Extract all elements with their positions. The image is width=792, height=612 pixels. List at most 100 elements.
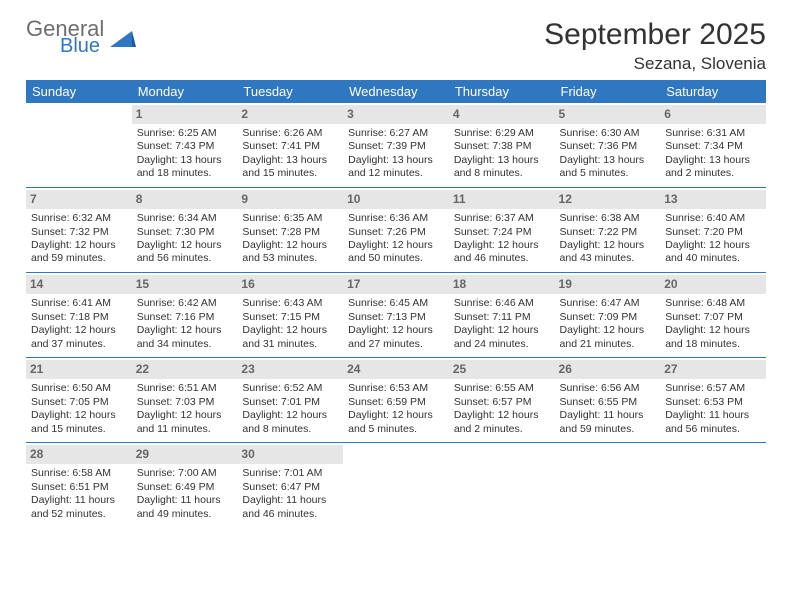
sunset-line: Sunset: 7:28 PM	[242, 226, 338, 239]
daylight-line: Daylight: 12 hours and 56 minutes.	[137, 239, 233, 266]
triangle-icon	[110, 29, 136, 49]
calendar-day-cell: 16Sunrise: 6:43 AMSunset: 7:15 PMDayligh…	[237, 272, 343, 357]
sunset-line: Sunset: 7:20 PM	[665, 226, 761, 239]
sunset-line: Sunset: 7:05 PM	[31, 396, 127, 409]
sunset-line: Sunset: 7:16 PM	[137, 311, 233, 324]
sunset-line: Sunset: 7:43 PM	[137, 140, 233, 153]
day-number: 23	[237, 360, 343, 379]
daylight-line: Daylight: 13 hours and 18 minutes.	[137, 154, 233, 181]
sunset-line: Sunset: 6:51 PM	[31, 481, 127, 494]
calendar-day-cell: 6Sunrise: 6:31 AMSunset: 7:34 PMDaylight…	[660, 103, 766, 188]
daylight-line: Daylight: 12 hours and 46 minutes.	[454, 239, 550, 266]
sunset-line: Sunset: 7:18 PM	[31, 311, 127, 324]
day-number: 28	[26, 445, 132, 464]
sunset-line: Sunset: 6:49 PM	[137, 481, 233, 494]
sunset-line: Sunset: 6:53 PM	[665, 396, 761, 409]
sunrise-line: Sunrise: 6:42 AM	[137, 297, 233, 310]
calendar-day-cell: 24Sunrise: 6:53 AMSunset: 6:59 PMDayligh…	[343, 358, 449, 443]
sunrise-line: Sunrise: 6:32 AM	[31, 212, 127, 225]
day-number: 3	[343, 105, 449, 124]
weekday-header: Monday	[132, 80, 238, 103]
calendar-day-cell	[449, 443, 555, 528]
calendar-day-cell: 22Sunrise: 6:51 AMSunset: 7:03 PMDayligh…	[132, 358, 238, 443]
calendar-day-cell: 20Sunrise: 6:48 AMSunset: 7:07 PMDayligh…	[660, 272, 766, 357]
calendar-day-cell: 15Sunrise: 6:42 AMSunset: 7:16 PMDayligh…	[132, 272, 238, 357]
day-number: 24	[343, 360, 449, 379]
calendar-day-cell: 11Sunrise: 6:37 AMSunset: 7:24 PMDayligh…	[449, 187, 555, 272]
calendar-day-cell: 26Sunrise: 6:56 AMSunset: 6:55 PMDayligh…	[555, 358, 661, 443]
day-number: 16	[237, 275, 343, 294]
calendar-day-cell: 28Sunrise: 6:58 AMSunset: 6:51 PMDayligh…	[26, 443, 132, 528]
calendar-day-cell: 5Sunrise: 6:30 AMSunset: 7:36 PMDaylight…	[555, 103, 661, 188]
calendar-day-cell: 7Sunrise: 6:32 AMSunset: 7:32 PMDaylight…	[26, 187, 132, 272]
calendar-body: 1Sunrise: 6:25 AMSunset: 7:43 PMDaylight…	[26, 103, 766, 528]
sunrise-line: Sunrise: 6:34 AM	[137, 212, 233, 225]
calendar-day-cell: 12Sunrise: 6:38 AMSunset: 7:22 PMDayligh…	[555, 187, 661, 272]
day-number: 15	[132, 275, 238, 294]
weekday-header: Wednesday	[343, 80, 449, 103]
daylight-line: Daylight: 12 hours and 59 minutes.	[31, 239, 127, 266]
calendar-day-cell: 9Sunrise: 6:35 AMSunset: 7:28 PMDaylight…	[237, 187, 343, 272]
sunset-line: Sunset: 7:38 PM	[454, 140, 550, 153]
calendar-day-cell	[343, 443, 449, 528]
sunrise-line: Sunrise: 6:41 AM	[31, 297, 127, 310]
logo-text: General Blue	[26, 18, 104, 56]
sunrise-line: Sunrise: 6:37 AM	[454, 212, 550, 225]
calendar-day-cell	[555, 443, 661, 528]
sunrise-line: Sunrise: 6:46 AM	[454, 297, 550, 310]
sunrise-line: Sunrise: 6:35 AM	[242, 212, 338, 225]
daylight-line: Daylight: 12 hours and 21 minutes.	[560, 324, 656, 351]
daylight-line: Daylight: 12 hours and 11 minutes.	[137, 409, 233, 436]
day-number: 4	[449, 105, 555, 124]
day-number: 14	[26, 275, 132, 294]
weekday-header-row: SundayMondayTuesdayWednesdayThursdayFrid…	[26, 80, 766, 103]
sunrise-line: Sunrise: 6:40 AM	[665, 212, 761, 225]
daylight-line: Daylight: 12 hours and 40 minutes.	[665, 239, 761, 266]
daylight-line: Daylight: 12 hours and 43 minutes.	[560, 239, 656, 266]
day-number: 21	[26, 360, 132, 379]
calendar-day-cell: 23Sunrise: 6:52 AMSunset: 7:01 PMDayligh…	[237, 358, 343, 443]
calendar-day-cell	[26, 103, 132, 188]
day-number: 10	[343, 190, 449, 209]
sunset-line: Sunset: 6:57 PM	[454, 396, 550, 409]
weekday-header: Saturday	[660, 80, 766, 103]
weekday-header: Thursday	[449, 80, 555, 103]
title-block: September 2025 Sezana, Slovenia	[544, 18, 766, 74]
calendar-page: General Blue September 2025 Sezana, Slov…	[0, 0, 792, 537]
sunrise-line: Sunrise: 6:47 AM	[560, 297, 656, 310]
daylight-line: Daylight: 11 hours and 46 minutes.	[242, 494, 338, 521]
sunrise-line: Sunrise: 6:36 AM	[348, 212, 444, 225]
sunrise-line: Sunrise: 6:45 AM	[348, 297, 444, 310]
sunset-line: Sunset: 7:13 PM	[348, 311, 444, 324]
calendar-day-cell: 17Sunrise: 6:45 AMSunset: 7:13 PMDayligh…	[343, 272, 449, 357]
daylight-line: Daylight: 12 hours and 24 minutes.	[454, 324, 550, 351]
daylight-line: Daylight: 13 hours and 5 minutes.	[560, 154, 656, 181]
sunset-line: Sunset: 7:34 PM	[665, 140, 761, 153]
daylight-line: Daylight: 12 hours and 31 minutes.	[242, 324, 338, 351]
calendar-day-cell: 1Sunrise: 6:25 AMSunset: 7:43 PMDaylight…	[132, 103, 238, 188]
weekday-header: Tuesday	[237, 80, 343, 103]
sunrise-line: Sunrise: 6:55 AM	[454, 382, 550, 395]
sunrise-line: Sunrise: 6:30 AM	[560, 127, 656, 140]
sunset-line: Sunset: 7:30 PM	[137, 226, 233, 239]
header-row: General Blue September 2025 Sezana, Slov…	[26, 18, 766, 74]
day-number: 1	[132, 105, 238, 124]
sunset-line: Sunset: 7:07 PM	[665, 311, 761, 324]
sunrise-line: Sunrise: 6:38 AM	[560, 212, 656, 225]
sunset-line: Sunset: 7:24 PM	[454, 226, 550, 239]
day-number: 9	[237, 190, 343, 209]
sunrise-line: Sunrise: 6:31 AM	[665, 127, 761, 140]
sunrise-line: Sunrise: 6:57 AM	[665, 382, 761, 395]
day-number: 2	[237, 105, 343, 124]
logo-line2: Blue	[60, 36, 104, 56]
day-number: 18	[449, 275, 555, 294]
sunset-line: Sunset: 7:39 PM	[348, 140, 444, 153]
calendar-day-cell: 25Sunrise: 6:55 AMSunset: 6:57 PMDayligh…	[449, 358, 555, 443]
day-number: 7	[26, 190, 132, 209]
sunrise-line: Sunrise: 6:50 AM	[31, 382, 127, 395]
calendar-day-cell: 18Sunrise: 6:46 AMSunset: 7:11 PMDayligh…	[449, 272, 555, 357]
sunset-line: Sunset: 7:26 PM	[348, 226, 444, 239]
calendar-week-row: 28Sunrise: 6:58 AMSunset: 6:51 PMDayligh…	[26, 443, 766, 528]
day-number: 13	[660, 190, 766, 209]
calendar-day-cell: 13 Sunrise: 6:40 AMSunset: 7:20 PMDayligh…	[660, 187, 766, 272]
